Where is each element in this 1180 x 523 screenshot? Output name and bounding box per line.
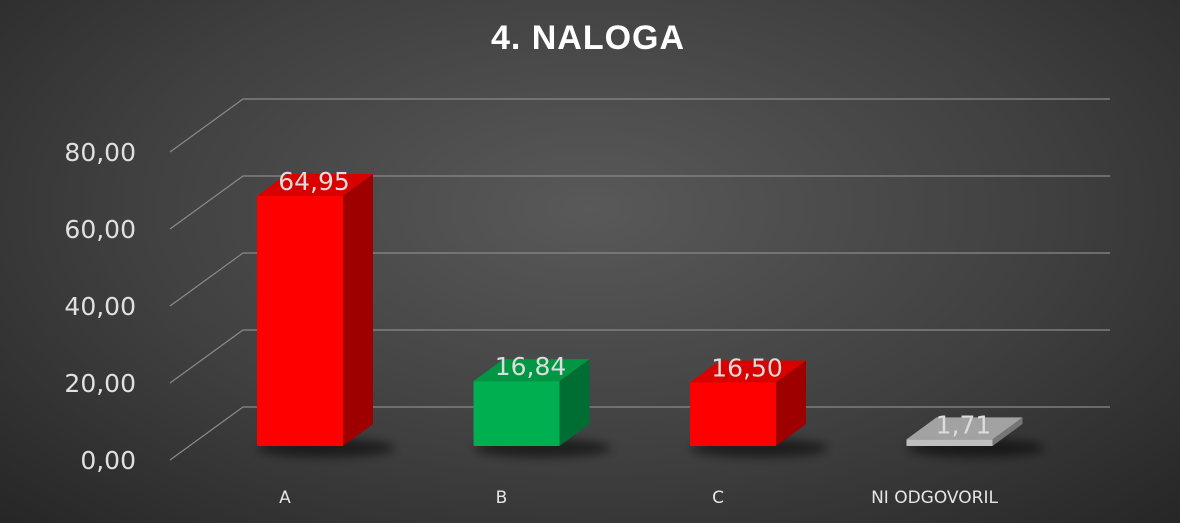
y-tick-label: 40,00 xyxy=(64,292,136,321)
chart-title: 4. NALOGA xyxy=(491,19,685,57)
bar-front xyxy=(257,195,343,446)
y-tick-label: 80,00 xyxy=(64,138,136,167)
bar xyxy=(690,360,828,457)
data-label: 16,50 xyxy=(711,353,783,382)
bar-side xyxy=(343,173,373,446)
bar xyxy=(473,359,612,457)
y-tick-label: 20,00 xyxy=(64,369,136,398)
bars xyxy=(257,173,1045,457)
gridline xyxy=(169,406,1110,461)
bar xyxy=(906,417,1045,457)
bar xyxy=(257,173,395,457)
data-label: 64,95 xyxy=(278,167,350,196)
gridline xyxy=(169,98,1110,153)
bar-top xyxy=(257,173,373,196)
x-category-label: A xyxy=(279,488,291,508)
x-category-label: C xyxy=(712,488,724,508)
gridline xyxy=(169,252,1110,307)
y-tick-label: 0,00 xyxy=(80,446,136,475)
x-category-label: B xyxy=(496,488,508,508)
bar-top xyxy=(473,359,590,382)
x-category-label: NI ODGOVORIL xyxy=(871,488,998,508)
data-label: 16,84 xyxy=(495,352,567,381)
y-axis-ticks: 0,00 20,00 40,00 60,00 80,00 xyxy=(64,138,136,475)
bar-front xyxy=(473,381,560,446)
bar-side xyxy=(992,417,1023,446)
y-tick-label: 60,00 xyxy=(64,215,136,244)
bar-top xyxy=(690,360,806,383)
bar-top xyxy=(906,417,1023,440)
data-labels: 64,95 16,84 16,50 1,71 xyxy=(278,167,991,439)
bar-front xyxy=(906,439,993,446)
gridline xyxy=(169,329,1110,384)
data-label: 1,71 xyxy=(936,410,992,439)
gridlines xyxy=(169,98,1110,461)
bar-front xyxy=(690,382,776,446)
bar-side xyxy=(776,360,806,446)
gridline xyxy=(169,175,1110,230)
x-axis-categories: A B C NI ODGOVORIL xyxy=(279,488,998,508)
bar-side xyxy=(559,359,590,446)
